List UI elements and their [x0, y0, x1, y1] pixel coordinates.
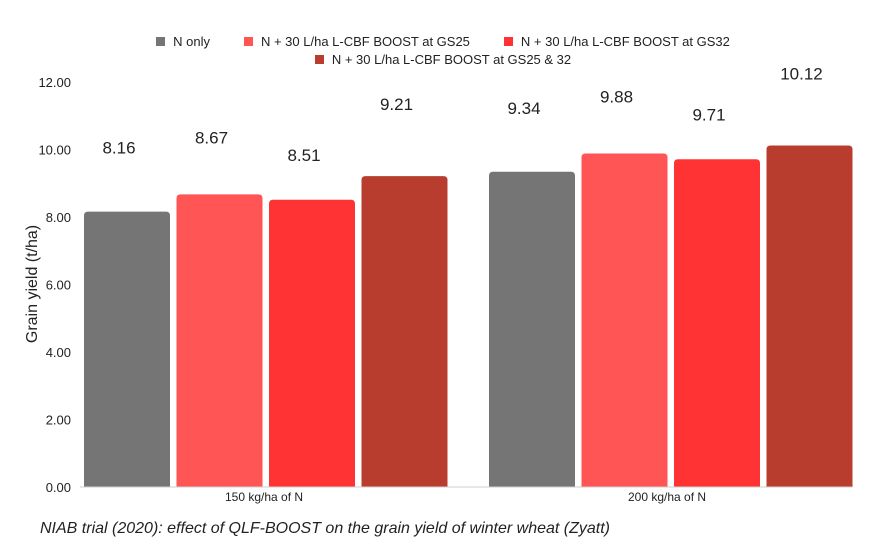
- legend-label-gs25: N + 30 L/ha L-CBF BOOST at GS25: [260, 34, 470, 49]
- legend-item-n-only: N only: [156, 34, 210, 49]
- chart-caption: NIAB trial (2020): effect of QLF-BOOST o…: [40, 520, 610, 537]
- y-tick-label: 2.00: [46, 413, 71, 428]
- bar-labels: 8.16 8.67 8.51 9.21 9.34 9.88 9.71 10.12: [102, 64, 822, 164]
- bar-data-label: 8.67: [195, 128, 228, 147]
- x-axis-labels: 150 kg/ha of N 200 kg/ha of N: [225, 490, 706, 504]
- y-axis-label: Grain yield (t/ha): [24, 225, 41, 343]
- bar-data-label: 9.34: [507, 99, 540, 118]
- legend-item-gs32: N + 30 L/ha L-CBF BOOST at GS32: [503, 34, 730, 49]
- y-tick-label: 6.00: [46, 278, 71, 293]
- bar-data-label: 9.21: [380, 95, 413, 114]
- x-tick-label: 200 kg/ha of N: [628, 490, 706, 504]
- bar-data-label: 9.71: [692, 105, 725, 124]
- bar: [176, 194, 263, 487]
- bars: [84, 145, 853, 488]
- legend-row-2: N + 30 L/ha L-CBF BOOST at GS25 & 32: [0, 52, 886, 67]
- legend-item-gs25: N + 30 L/ha L-CBF BOOST at GS25: [243, 34, 470, 49]
- legend-swatch-n-only: [156, 37, 166, 46]
- bar: [269, 199, 355, 487]
- legend-swatch-gs25-32: [314, 55, 324, 64]
- legend-label-gs32: N + 30 L/ha L-CBF BOOST at GS32: [520, 34, 730, 49]
- bar: [674, 159, 760, 487]
- bar-data-label: 9.88: [600, 88, 633, 107]
- x-tick-label: 150 kg/ha of N: [225, 490, 303, 504]
- bar: [361, 176, 448, 487]
- legend-row-1: N only N + 30 L/ha L-CBF BOOST at GS25 N…: [0, 34, 886, 49]
- bar: [84, 211, 170, 487]
- legend-item-gs25-32: N + 30 L/ha L-CBF BOOST at GS25 & 32: [314, 52, 572, 67]
- legend-label-n-only: N only: [173, 34, 210, 49]
- y-tick-label: 10.00: [38, 143, 71, 158]
- bar-data-label: 10.12: [780, 64, 823, 83]
- y-tick-label: 0.00: [46, 480, 71, 495]
- y-tick-label: 12.00: [38, 75, 71, 90]
- bar-data-label: 8.16: [102, 139, 135, 158]
- legend-label-gs25-32: N + 30 L/ha L-CBF BOOST at GS25 & 32: [331, 52, 572, 67]
- bar-data-label: 8.51: [287, 146, 320, 165]
- y-axis-ticks: 0.00 2.00 4.00 6.00 8.00 10.00 12.00: [38, 75, 71, 495]
- bar: [489, 171, 575, 487]
- bar: [766, 145, 853, 487]
- y-tick-label: 8.00: [46, 210, 71, 225]
- legend-swatch-gs25: [243, 37, 253, 46]
- legend-swatch-gs32: [503, 37, 513, 46]
- bar: [581, 153, 668, 488]
- y-tick-label: 4.00: [46, 345, 71, 360]
